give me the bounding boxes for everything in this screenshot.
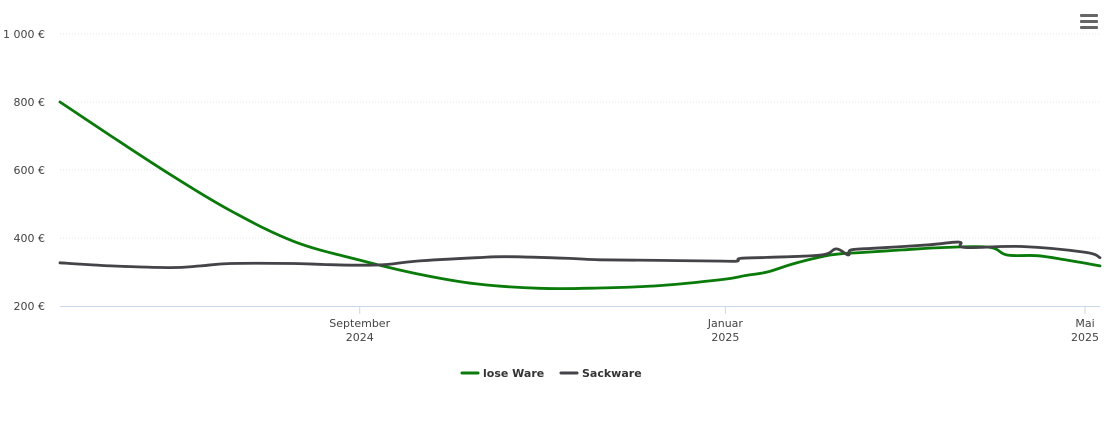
series-line-sackware[interactable] (58, 240, 1102, 269)
series-group (58, 100, 1102, 291)
legend: lose Ware Sackware (460, 367, 642, 380)
legend-item[interactable]: Sackware (559, 367, 642, 380)
hamburger-menu-icon[interactable] (1078, 12, 1100, 32)
x-tick-label: September (329, 317, 390, 330)
x-tick-label: 2025 (711, 331, 739, 344)
legend-label: lose Ware (483, 367, 544, 380)
menu-bar (1080, 26, 1098, 29)
legend-item[interactable]: lose Ware (460, 367, 544, 380)
y-tick-label: 1 000 € (3, 28, 45, 41)
y-tick-label: 400 € (14, 232, 46, 245)
grid-lines (60, 33, 1100, 239)
y-tick-label: 200 € (14, 300, 46, 313)
x-tick-label: Januar (707, 317, 744, 330)
y-tick-label: 600 € (14, 164, 46, 177)
y-tick-label: 800 € (14, 96, 46, 109)
legend-label: Sackware (582, 367, 642, 380)
x-tick-label: Mai (1075, 317, 1094, 330)
menu-bar (1080, 14, 1098, 17)
y-axis: 200 € 400 € 600 € 800 € 1 000 € (3, 28, 45, 313)
menu-bar (1080, 20, 1098, 23)
x-tick-label: 2025 (1071, 331, 1099, 344)
x-tick-label: 2024 (346, 331, 374, 344)
series-line-lose-ware[interactable] (58, 100, 1102, 291)
